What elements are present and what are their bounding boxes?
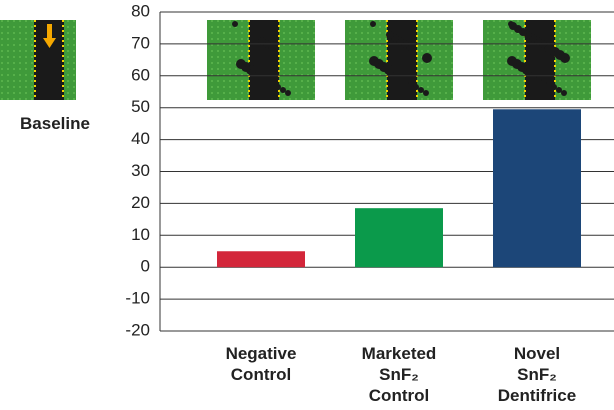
spot <box>369 56 379 66</box>
y-tick-label: 70 <box>131 33 150 52</box>
bar <box>493 109 581 267</box>
road <box>249 20 279 100</box>
spot <box>370 21 376 27</box>
spot <box>236 59 246 69</box>
spot <box>546 81 552 87</box>
x-tick-label: Novel SnF₂ Dentifrice <box>493 343 581 406</box>
spot <box>422 53 432 63</box>
y-tick-label: 50 <box>131 97 150 116</box>
x-tick-label: Negative Control <box>217 343 305 385</box>
bar <box>217 251 305 267</box>
spot <box>531 72 537 78</box>
spot <box>275 84 281 90</box>
spot <box>556 87 562 93</box>
spot <box>408 81 414 87</box>
y-tick-label: 40 <box>131 129 150 148</box>
bar <box>355 208 443 267</box>
spot <box>545 44 555 54</box>
spot <box>403 78 409 84</box>
spot <box>507 56 517 66</box>
y-tick-label: -20 <box>125 320 150 339</box>
spot <box>280 87 286 93</box>
spot <box>232 21 238 27</box>
baseline-image <box>0 20 76 100</box>
y-tick-label: 0 <box>141 257 150 276</box>
spot <box>386 31 394 39</box>
y-tick-label: 20 <box>131 193 150 212</box>
spot <box>561 90 567 96</box>
chart: -20 -10 0 10 20 30 40 50 60 70 80 Baseline Negativ… <box>0 0 614 410</box>
spot <box>551 84 557 90</box>
x-tick-label: Marketed SnF₂ Control <box>355 343 443 406</box>
spot <box>285 90 291 96</box>
spot <box>541 78 547 84</box>
spot <box>423 90 429 96</box>
baseline-label: Baseline <box>0 114 110 134</box>
y-tick-label: -10 <box>125 289 150 308</box>
spot <box>413 84 419 90</box>
spot <box>418 87 424 93</box>
y-tick-label: 10 <box>131 225 150 244</box>
spot <box>509 22 517 30</box>
y-tick-label: 80 <box>131 1 150 20</box>
y-tick-label: 30 <box>131 161 150 180</box>
y-tick-label: 60 <box>131 65 150 84</box>
